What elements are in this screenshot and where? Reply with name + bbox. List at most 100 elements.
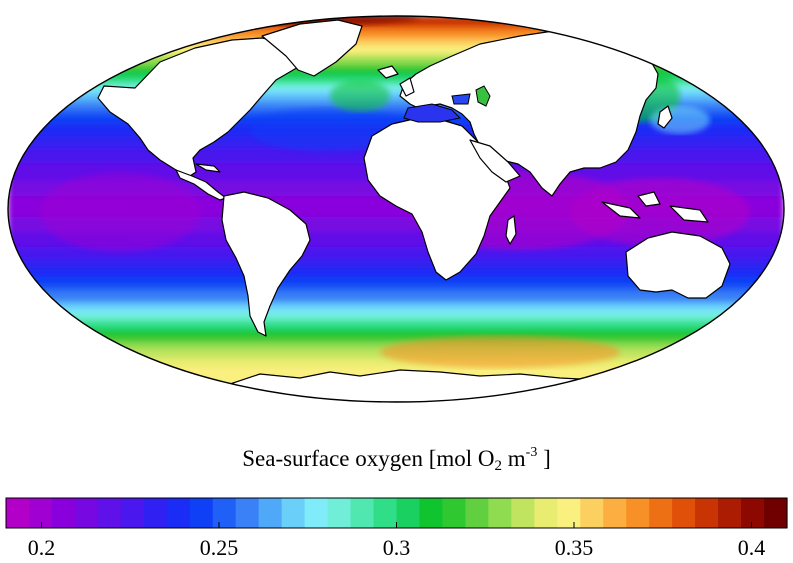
ocean-band <box>8 247 784 251</box>
land-africa <box>363 117 511 281</box>
ocean-band <box>8 244 784 248</box>
mediterranean-sea <box>403 103 462 123</box>
ocean-band <box>8 283 784 287</box>
land-japan <box>657 105 673 129</box>
land-indonesia-2 <box>637 191 661 207</box>
ocean-band <box>8 82 784 86</box>
colorbar-swatch <box>189 498 214 528</box>
ocean-band <box>8 34 784 38</box>
colorbar-swatch <box>764 498 788 528</box>
ocean-band <box>8 256 784 260</box>
colorbar-swatch <box>603 498 627 528</box>
ocean-anomaly <box>380 336 620 368</box>
colorbar-swatch <box>419 498 444 528</box>
ocean-band <box>8 226 784 230</box>
colorbar-swatch <box>74 498 99 528</box>
colorbar-tick-label: 0.4 <box>738 535 766 560</box>
ocean-band <box>8 319 784 323</box>
ocean-band <box>8 217 784 221</box>
ocean-band <box>8 298 784 302</box>
colorbar-title-superscript: -3 <box>525 445 538 460</box>
land-cuba <box>195 163 221 173</box>
ocean-band <box>8 289 784 293</box>
colorbar-swatch <box>212 498 237 528</box>
ocean-anomaly <box>330 80 390 112</box>
ocean-band <box>8 25 784 29</box>
ocean-band <box>8 208 784 212</box>
ocean-band <box>8 103 784 107</box>
ocean-band <box>8 61 784 65</box>
colorbar-swatch <box>258 498 283 528</box>
ocean-band <box>8 271 784 275</box>
colorbar-title-end: ] <box>537 446 551 471</box>
ocean-band <box>8 265 784 269</box>
ocean-band <box>8 268 784 272</box>
colorbar-swatch <box>143 498 168 528</box>
colorbar-swatch <box>350 498 375 528</box>
ocean-band <box>8 55 784 59</box>
ocean-band <box>8 223 784 227</box>
land-south-america <box>221 191 311 337</box>
caspian-sea <box>475 85 491 107</box>
ocean-band <box>8 238 784 242</box>
land-british-isles <box>399 77 415 97</box>
colorbar-swatch <box>327 498 352 528</box>
colorbar-title-subscript: 2 <box>494 458 503 474</box>
ocean-band <box>8 109 784 113</box>
ocean-band <box>8 313 784 317</box>
mollweide-map <box>7 15 785 403</box>
ocean-band <box>8 274 784 278</box>
colorbar-swatch <box>718 498 742 528</box>
colorbar-title-main: Sea-surface oxygen [mol O <box>242 446 495 471</box>
colorbar-swatch <box>120 498 145 528</box>
colorbar-swatches <box>6 498 788 528</box>
ocean-band <box>8 253 784 257</box>
ocean-band <box>8 310 784 314</box>
land-indonesia-1 <box>601 201 641 219</box>
ocean-band <box>8 37 784 41</box>
colorbar-title-mid: m <box>502 446 526 471</box>
land-madagascar <box>505 215 517 245</box>
ocean-band <box>8 262 784 266</box>
ocean-band <box>8 214 784 218</box>
ocean-band <box>8 100 784 104</box>
colorbar-swatch <box>534 498 558 528</box>
map-outline <box>7 15 785 403</box>
ocean-band <box>8 52 784 56</box>
colorbar-swatch <box>649 498 673 528</box>
ocean-band <box>8 316 784 320</box>
colorbar-swatch <box>442 498 467 528</box>
ocean-band <box>8 367 784 371</box>
ocean-band <box>8 28 784 32</box>
colorbar-tick-label: 0.2 <box>28 535 56 560</box>
land-masses <box>97 19 761 402</box>
ocean-band <box>8 325 784 329</box>
ocean-band <box>8 112 784 116</box>
colorbar-tick-label: 0.3 <box>383 535 411 560</box>
colorbar-tick-label: 0.35 <box>555 535 594 560</box>
ocean-band <box>8 340 784 344</box>
ocean-band <box>8 307 784 311</box>
ocean-band <box>8 46 784 50</box>
colorbar-swatch <box>580 498 604 528</box>
colorbar-swatch <box>488 498 512 528</box>
ocean-band <box>8 49 784 53</box>
ocean-band <box>8 67 784 71</box>
colorbar-swatch <box>396 498 421 528</box>
ocean-band <box>8 115 784 119</box>
land-new-zealand <box>745 299 761 327</box>
land-central-america <box>175 169 227 201</box>
colorbar-swatch <box>626 498 650 528</box>
colorbar-swatch <box>51 498 76 528</box>
ocean-band <box>8 250 784 254</box>
ocean-band <box>8 241 784 245</box>
ocean-band <box>8 220 784 224</box>
ocean-band <box>8 334 784 338</box>
ocean-band <box>8 211 784 215</box>
ocean-band <box>8 292 784 296</box>
ocean-band <box>8 229 784 233</box>
land-greenland <box>261 19 363 77</box>
colorbar-swatch <box>672 498 696 528</box>
ocean-band <box>8 277 784 281</box>
ocean-band <box>8 58 784 62</box>
